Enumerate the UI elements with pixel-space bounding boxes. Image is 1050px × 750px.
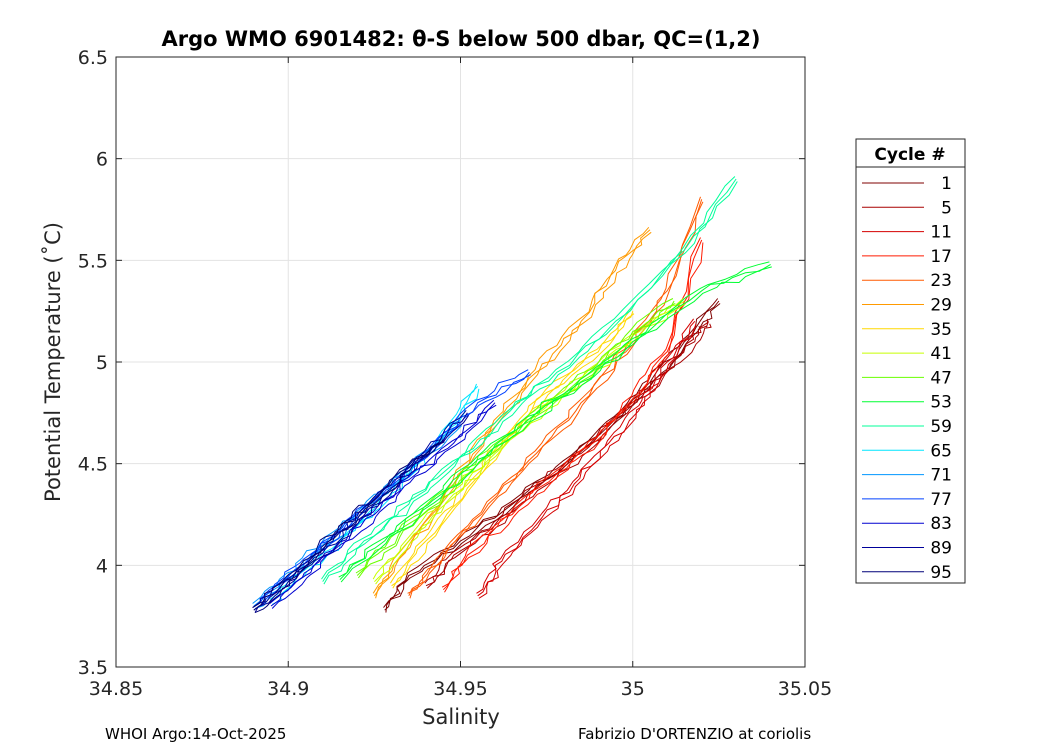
series-line-cycle-83 <box>269 399 495 604</box>
x-tick-label: 34.95 <box>433 678 487 700</box>
legend-entry-label: 35 <box>930 320 952 340</box>
x-tick-label: 35.05 <box>778 678 832 700</box>
series-line-cycle-11 <box>476 318 695 594</box>
series-line-cycle-95 <box>254 441 445 614</box>
series-line-cycle-11 <box>478 323 697 599</box>
series-line-cycle-59 <box>321 176 736 580</box>
y-tick-label: 4 <box>96 555 108 577</box>
legend-entry-label: 41 <box>930 344 952 364</box>
series-line-cycle-47 <box>355 298 674 574</box>
legend-entry-label: 47 <box>930 368 952 388</box>
y-tick-label: 6.5 <box>78 47 108 69</box>
footer-credit-right: Fabrizio D'ORTENZIO at coriolis <box>578 725 812 743</box>
legend-entry-label: 77 <box>930 490 952 510</box>
series-line-cycle-17 <box>441 237 701 588</box>
legend-entry-label: 53 <box>930 393 952 413</box>
x-tick-label: 35 <box>621 678 645 700</box>
legend-entry-label: 17 <box>930 247 952 267</box>
legend-entries: 1 5 11 17 23 29 35 41 47 53 59 65 71 77 83 89 95 <box>862 174 952 583</box>
x-tick-label: 34.9 <box>267 678 309 700</box>
legend-entry-label: 5 <box>941 198 952 218</box>
series-line-cycle-53 <box>338 261 770 578</box>
series-line-cycle-23 <box>409 201 704 599</box>
y-axis-ticks: 3.5 4 4.5 5 5.5 6 6.5 <box>78 47 805 679</box>
data-series <box>252 176 772 614</box>
legend-title: Cycle # <box>874 145 945 165</box>
series-line-cycle-23 <box>407 196 701 594</box>
legend-entry-label: 89 <box>930 539 952 559</box>
series-line-cycle-83 <box>270 402 496 607</box>
legend-entry-label: 95 <box>930 563 952 583</box>
series-line-cycle-59 <box>323 181 738 585</box>
y-tick-label: 5 <box>96 352 108 374</box>
series-line-cycle-89 <box>252 409 467 609</box>
x-tick-label: 34.85 <box>89 678 143 700</box>
series-line-cycle-35 <box>389 308 632 584</box>
chart-title: Argo WMO 6901482: θ-S below 500 dbar, QC… <box>162 27 761 51</box>
legend-entry-label: 23 <box>930 271 952 291</box>
series-line-cycle-59 <box>322 178 737 582</box>
legend-box <box>855 138 966 584</box>
series-line-cycle-53 <box>339 263 771 580</box>
y-tick-label: 6 <box>96 149 108 171</box>
y-tick-label: 3.5 <box>78 657 108 679</box>
series-line-cycle-17 <box>444 242 704 593</box>
legend-entry-label: 29 <box>930 296 952 316</box>
legend-entry-label: 59 <box>930 417 952 437</box>
x-axis-ticks: 34.85 34.9 34.95 35 35.05 <box>89 57 832 700</box>
series-line-cycle-77 <box>259 369 529 600</box>
series-line-cycle-29 <box>375 231 652 599</box>
footer-credit-left: WHOI Argo:14-Oct-2025 <box>105 725 287 743</box>
series-line-cycle-95 <box>252 436 443 609</box>
legend-entry-label: 11 <box>930 223 952 243</box>
series-line-cycle-1 <box>383 298 719 608</box>
series-line-cycle-17 <box>442 239 703 591</box>
y-tick-label: 4.5 <box>78 454 108 476</box>
legend-entry-label: 83 <box>930 514 952 534</box>
legend-entry-label: 1 <box>941 174 952 194</box>
y-axis-label: Potential Temperature (˚C) <box>41 222 65 502</box>
legend-entry-label: 71 <box>930 466 952 486</box>
series-line-cycle-83 <box>271 404 497 609</box>
legend-entry-label: 65 <box>930 441 952 461</box>
x-axis-label: Salinity <box>422 705 500 729</box>
series-line-cycle-53 <box>340 266 772 583</box>
y-tick-label: 5.5 <box>78 250 108 272</box>
series-line-cycle-95 <box>253 439 444 611</box>
legend: Cycle # 1 5 11 17 23 29 35 41 47 53 59 65 71 77 83 89 95 <box>855 138 966 584</box>
series-line-cycle-23 <box>408 199 703 597</box>
